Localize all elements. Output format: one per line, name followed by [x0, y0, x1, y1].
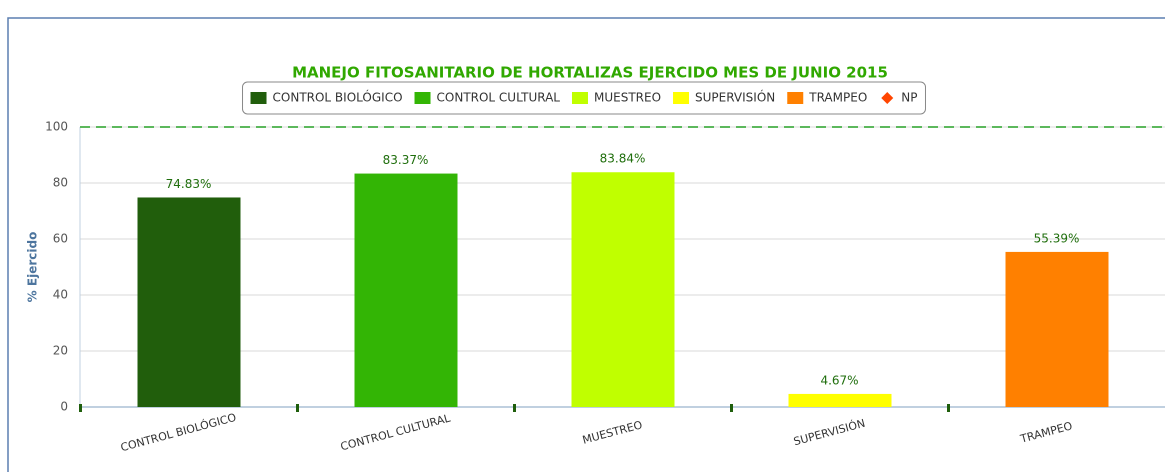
value-label: 83.37% [383, 153, 429, 167]
y-axis-label: % Ejercido [26, 232, 40, 303]
legend-item: NP [901, 91, 917, 105]
legend-symbol [787, 92, 804, 104]
legend-item: MUESTREO [594, 91, 661, 105]
y-tick-label: 20 [53, 344, 68, 358]
y-tick-label: 60 [53, 232, 68, 246]
value-label: 55.39% [1034, 231, 1080, 245]
x-tick [730, 404, 733, 412]
legend-symbol [673, 92, 690, 104]
value-label: 83.84% [600, 152, 646, 166]
x-tick-label: MUESTREO [581, 418, 644, 447]
legend-item: SUPERVISIÓN [695, 90, 775, 105]
legend-item: TRAMPEO [808, 91, 867, 105]
x-tick-label: CONTROL CULTURAL [339, 411, 453, 453]
y-tick-label: 100 [45, 120, 68, 134]
legend-item: CONTROL CULTURAL [437, 91, 561, 105]
bar [137, 197, 241, 407]
y-tick-label: 0 [60, 400, 68, 414]
bar [571, 172, 675, 407]
x-tick-label: CONTROL BIOLÓGICO [119, 411, 238, 454]
x-tick [296, 404, 299, 412]
y-tick-label: 80 [53, 176, 68, 190]
x-tick [947, 404, 950, 412]
chart-title: MANEJO FITOSANITARIO DE HORTALIZAS EJERC… [292, 64, 888, 82]
panel-border [7, 17, 1165, 472]
value-label: 4.67% [820, 373, 858, 387]
x-tick-label: TRAMPEO [1018, 419, 1074, 446]
x-tick-label: SUPERVISIÓN [792, 417, 866, 449]
x-tick [79, 404, 82, 412]
legend-symbol [571, 92, 588, 104]
bar [1005, 251, 1109, 407]
legend-symbol [250, 92, 267, 104]
x-tick [513, 404, 516, 412]
legend-item: CONTROL BIOLÓGICO [273, 90, 403, 105]
value-label: 74.83% [166, 177, 212, 191]
legend-symbol [881, 92, 894, 104]
bar [788, 393, 892, 407]
legend-symbol [414, 92, 431, 104]
bar [354, 173, 458, 407]
y-tick-label: 40 [53, 288, 68, 302]
